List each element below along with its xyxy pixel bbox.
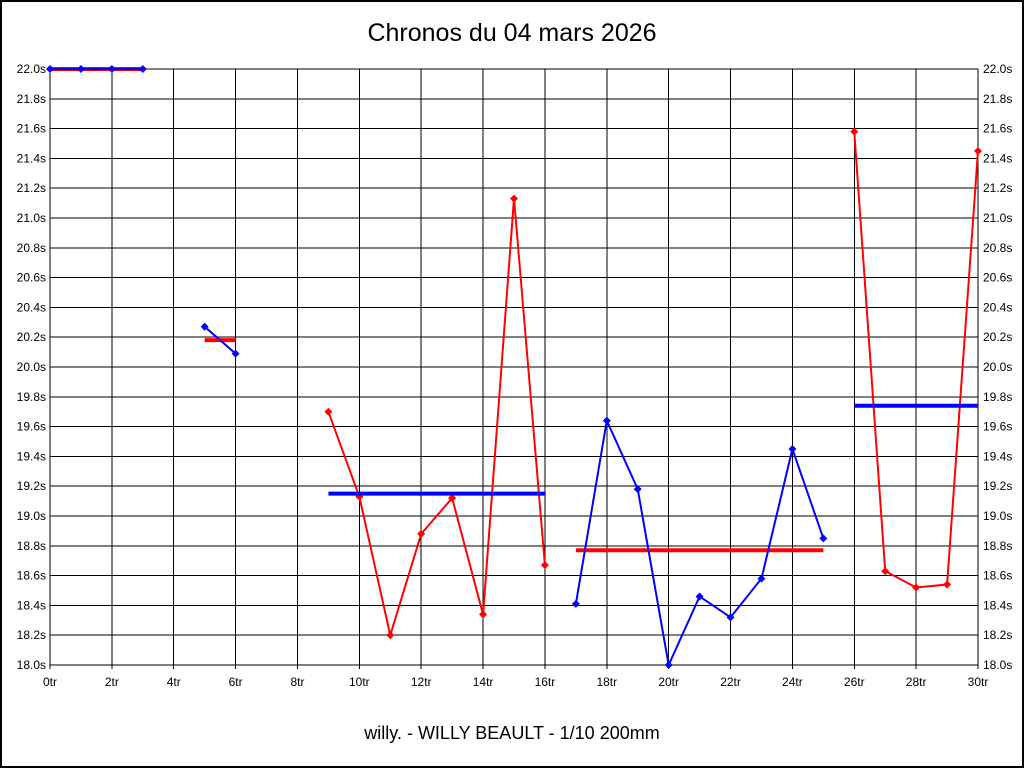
y-tick-label-left: 19.0s [17,509,46,523]
x-tick-label: 2tr [105,675,119,689]
data-point-marker [757,574,766,583]
y-tick-label-right: 21.6s [983,122,1012,136]
data-point-marker [881,567,890,576]
y-tick-label-right: 20.0s [983,360,1012,374]
y-tick-label-right: 18.2s [983,628,1012,642]
y-tick-label-left: 19.2s [17,479,46,493]
y-tick-label-right: 19.8s [983,390,1012,404]
data-point-marker [726,613,735,622]
data-point-marker [571,599,580,608]
y-tick-label-left: 21.8s [17,92,46,106]
data-point-marker [540,561,549,570]
y-tick-label-right: 20.6s [983,271,1012,285]
data-point-marker [231,349,240,358]
data-point-marker [324,407,333,416]
x-tick-label: 22tr [720,675,741,689]
x-tick-label: 4tr [167,675,181,689]
y-tick-label-left: 18.0s [17,658,46,672]
x-tick-label: 18tr [596,675,617,689]
x-tick-label: 6tr [229,675,243,689]
data-point-marker [138,65,147,73]
data-point-marker [819,534,828,543]
x-tick-label: 30tr [968,675,989,689]
data-point-marker [448,494,457,503]
y-tick-label-right: 18.6s [983,569,1012,583]
chart-title: Chronos du 04 mars 2026 [367,19,657,47]
y-tick-label-left: 20.6s [17,271,46,285]
y-tick-label-left: 19.6s [17,420,46,434]
y-tick-label-right: 21.2s [983,181,1012,195]
y-tick-label-left: 21.4s [17,151,46,165]
data-point-marker [417,529,426,538]
data-point-marker [912,583,921,592]
series-line [327,198,546,640]
x-tick-label: 10tr [349,675,370,689]
data-point-marker [76,65,85,73]
y-tick-label-right: 18.8s [983,539,1012,553]
y-tick-label-left: 21.6s [17,122,46,136]
y-tick-label-left: 18.4s [17,598,46,612]
y-tick-label-left: 21.0s [17,211,46,225]
data-point-marker [200,322,209,331]
red-series-layer [50,67,982,640]
series-line [204,326,237,355]
data-point-marker [788,444,797,453]
data-point-marker [510,194,518,203]
y-tick-label-left: 18.6s [17,569,46,583]
data-point-marker [664,661,673,669]
plot-border [49,68,979,666]
x-tick-label: 12tr [411,675,432,689]
data-point-marker [974,146,982,155]
y-tick-label-left: 18.2s [17,628,46,642]
y-tick-label-right: 19.4s [983,449,1012,463]
data-point-marker [386,631,395,640]
data-point-marker [633,485,642,494]
data-point-marker [695,592,704,601]
y-tick-label-right: 19.0s [983,509,1012,523]
y-tick-label-right: 21.8s [983,92,1012,106]
data-point-marker [602,416,611,425]
blue-series-layer [46,65,978,669]
series-line [574,417,825,669]
x-tick-label: 26tr [844,675,865,689]
x-tick-label: 14tr [473,675,494,689]
y-tick-label-right: 19.6s [983,420,1012,434]
y-tick-label-left: 22.0s [17,62,46,76]
y-tick-label-right: 20.8s [983,241,1012,255]
data-point-marker [850,127,859,136]
y-tick-label-left: 20.4s [17,300,46,314]
y-tick-label-right: 20.4s [983,300,1012,314]
y-tick-label-left: 20.8s [17,241,46,255]
y-tick-label-left: 19.8s [17,390,46,404]
grid-layer [49,69,979,669]
y-tick-label-right: 18.4s [983,598,1012,612]
axis-labels: 22.0s 22.0s 21.8s 21.8s 21.6s 21.6s 21.4s 21.4s… [17,62,1013,689]
y-tick-label-left: 20.0s [17,360,46,374]
y-tick-label-right: 21.4s [983,151,1012,165]
data-point-marker [479,610,488,619]
data-point-marker [107,65,116,73]
y-tick-label-right: 19.2s [983,479,1012,493]
x-tick-label: 8tr [290,675,304,689]
y-tick-label-left: 21.2s [17,181,46,195]
x-tick-label: 16tr [535,675,556,689]
x-tick-label: 0tr [43,675,57,689]
chart-footer: willy. - WILLY BEAULT - 1/10 200mm [364,723,660,743]
y-tick-label-left: 18.8s [17,539,46,553]
y-tick-label-left: 19.4s [17,449,46,463]
y-tick-label-right: 18.0s [983,658,1012,672]
y-tick-label-right: 22.0s [983,62,1012,76]
y-tick-label-left: 20.2s [17,330,46,344]
data-point-marker [46,65,54,73]
y-tick-label-right: 21.0s [983,211,1012,225]
y-tick-label-right: 20.2s [983,330,1012,344]
x-tick-label: 28tr [906,675,927,689]
x-tick-label: 20tr [658,675,679,689]
data-point-marker [943,580,952,589]
x-tick-label: 24tr [782,675,803,689]
